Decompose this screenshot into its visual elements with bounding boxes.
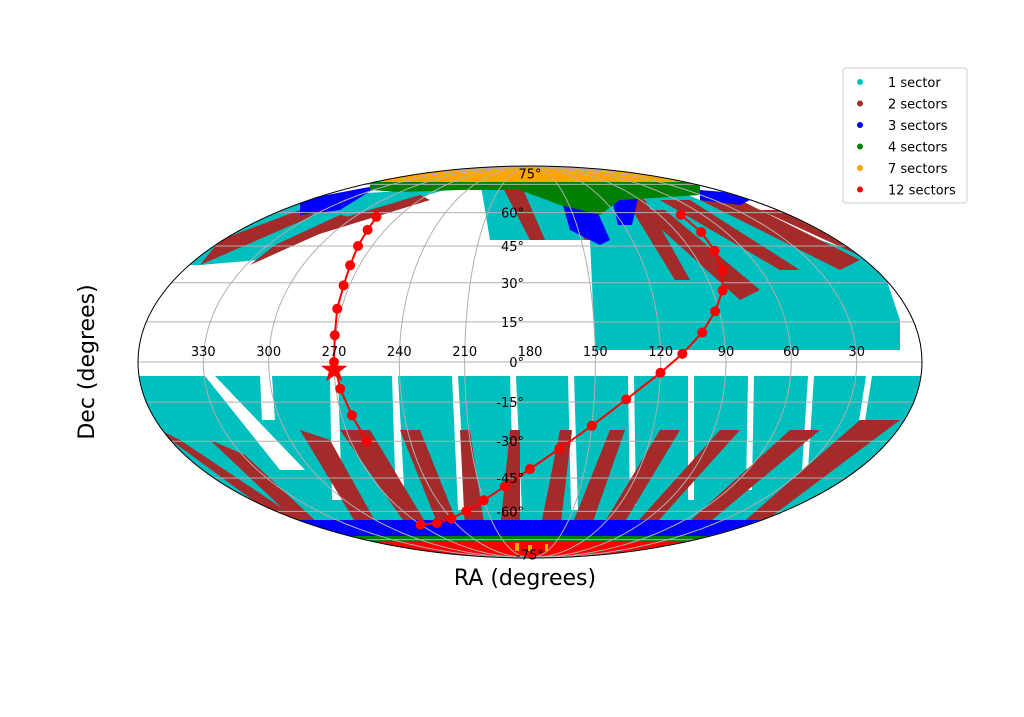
ra-tick-label: 330: [191, 345, 216, 360]
dec-tick-label: -30°: [496, 435, 524, 450]
ecliptic-point: [710, 306, 721, 317]
legend: 1 sector 2 sectors 3 sectors 4 sectors 7 sec…: [842, 67, 968, 204]
dec-tick-label: 75°: [518, 167, 541, 182]
ecliptic-point: [677, 348, 688, 359]
legend-label: 1 sector: [888, 76, 941, 91]
graticule-meridian: [202, 166, 531, 558]
ecliptic-point: [655, 367, 666, 378]
legend-label: 2 sectors: [888, 98, 948, 113]
graticule-meridian: [529, 166, 792, 558]
map-boundary: [137, 165, 923, 559]
ra-tick-label: 60: [783, 345, 800, 360]
ra-tick-label: 30: [848, 345, 865, 360]
ecliptic-point: [478, 495, 489, 506]
legend-marker: [857, 186, 863, 193]
dec-tick-label: 60°: [501, 207, 524, 222]
coverage-north-7-sectors-tail: [370, 176, 700, 182]
coverage-south-2-sectors: [150, 420, 900, 530]
ecliptic-point: [335, 383, 346, 394]
dec-tick-label: -60°: [496, 505, 524, 520]
ecliptic-point: [329, 330, 340, 341]
ecliptic-point: [446, 513, 457, 524]
x-axis-title: RA (degrees): [454, 566, 596, 591]
dec-tick-label: 45°: [501, 240, 524, 255]
ecliptic-point: [525, 464, 535, 474]
ecliptic-point: [353, 241, 363, 251]
legend-marker: [857, 100, 863, 107]
dec-tick-label: -45°: [496, 472, 524, 487]
graticule-meridian: [529, 166, 727, 558]
legend-frame: [842, 67, 968, 204]
ecliptic-point: [499, 481, 510, 492]
coverage-south-7-sectors: [515, 543, 548, 551]
ecliptic-point: [361, 436, 372, 447]
ecliptic-point: [345, 260, 356, 271]
ra-tick-label: 270: [322, 345, 347, 360]
ecliptic-point: [338, 280, 349, 291]
ra-tick-label: 120: [648, 345, 673, 360]
ecliptic-point: [431, 518, 442, 529]
ra-tick-label: 210: [452, 345, 477, 360]
ecliptic-point: [371, 211, 382, 222]
ra-tick-label: 150: [583, 345, 608, 360]
y-axis-title: Dec (degrees): [75, 284, 100, 439]
ecliptic-point: [332, 303, 343, 314]
dec-tick-label: 15°: [501, 316, 524, 331]
ecliptic-point: [586, 420, 597, 431]
graticule-meridian: [398, 166, 531, 558]
ecliptic-point: [621, 394, 632, 405]
ecliptic-path: [320, 209, 728, 530]
dec-tick-labels: 75° 60° 45° 30° 15° 0° -15° -30° -45° -60° -75°: [496, 167, 544, 563]
ecliptic-point: [415, 519, 426, 530]
legend-marker: [857, 122, 863, 128]
legend-label: 3 sectors: [888, 119, 948, 134]
ecliptic-point: [362, 224, 373, 235]
ecliptic-point: [461, 506, 472, 516]
legend-marker: [857, 165, 863, 171]
ecliptic-point: [346, 410, 357, 421]
star-marker: [320, 356, 348, 382]
ecliptic-point: [697, 327, 708, 338]
ecliptic-point: [717, 285, 728, 296]
legend-label: 12 sectors: [888, 184, 956, 199]
legend-marker: [857, 79, 863, 85]
plot-area: [138, 166, 922, 558]
ra-tick-labels: 330 300 270 240 210 180 150 120 90 60 30: [191, 345, 865, 360]
legend-label: 7 sectors: [888, 162, 948, 177]
coverage-north-4-sectors: [370, 180, 700, 215]
ra-tick-label: 300: [256, 345, 281, 360]
legend-label: 4 sectors: [888, 141, 948, 156]
dec-tick-label: -75°: [516, 549, 544, 564]
ecliptic-point: [675, 209, 686, 220]
ra-tick-label: 90: [718, 345, 735, 360]
ecliptic-point: [696, 227, 707, 238]
graticule-meridian: [268, 166, 531, 558]
graticule-meridian: [529, 166, 858, 558]
graticule-meridian: [529, 166, 596, 558]
ecliptic-point: [717, 265, 728, 276]
dec-tick-label: 30°: [501, 277, 524, 292]
ecliptic-point: [709, 245, 720, 256]
ecliptic-point: [554, 443, 565, 454]
graticule-meridian: [529, 166, 662, 558]
graticule-meridian: [464, 166, 531, 558]
dec-tick-label: 0°: [509, 356, 524, 371]
legend-marker: [857, 143, 863, 150]
dec-tick-label: -15°: [496, 396, 524, 411]
ra-tick-label: 240: [387, 345, 412, 360]
ra-tick-label: 180: [518, 345, 543, 360]
